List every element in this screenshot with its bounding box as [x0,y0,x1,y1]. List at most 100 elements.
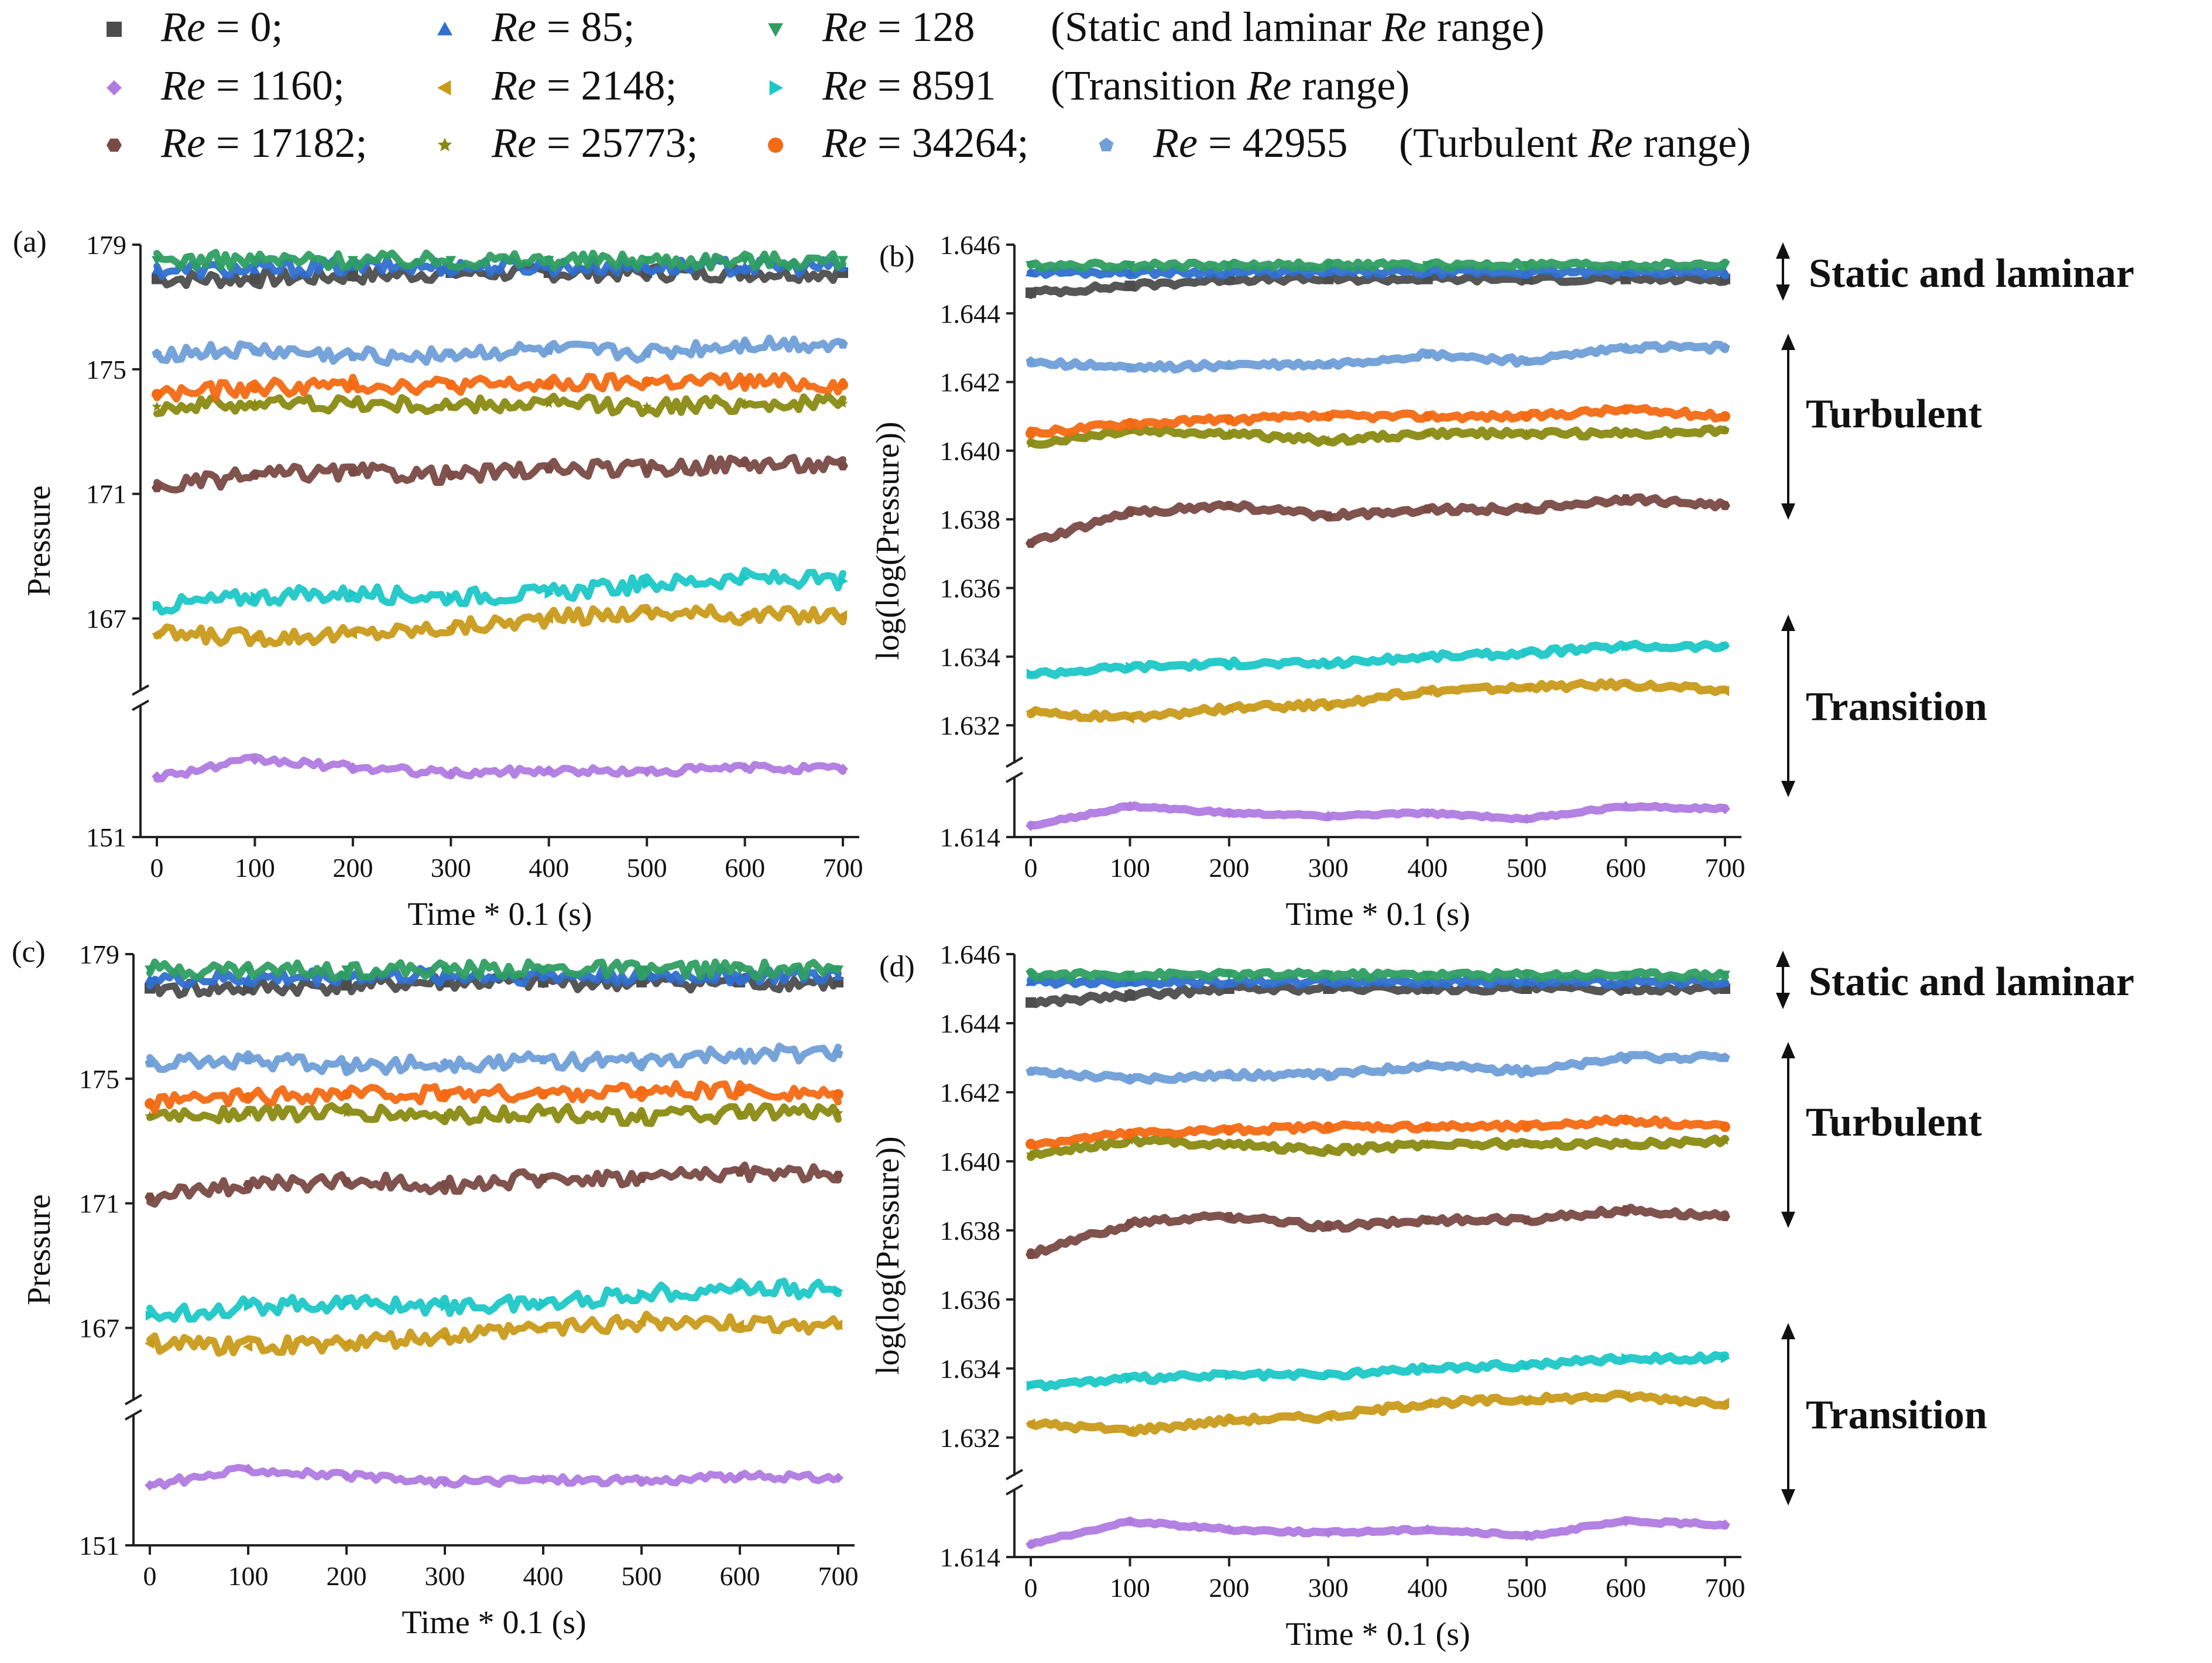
series-band [153,334,846,367]
data-point [636,1475,647,1486]
legend-marker [437,22,452,36]
data-point [1620,1205,1631,1215]
data-point [1422,1215,1433,1225]
chart-panel: 0 100 200 300 400 500 600 700 Time * 0.1 (s) 1.61… [870,230,1745,932]
data-point [1224,359,1234,369]
data-point [1026,997,1036,1008]
data-point [1720,342,1730,352]
data-point [1422,971,1433,980]
series-band [146,1080,842,1115]
series-band [1027,975,1729,989]
data-point [1026,438,1036,448]
legend-marker [1099,138,1114,152]
data-point [1124,266,1136,277]
data-point [1422,1121,1433,1132]
data-series [1026,1515,1730,1549]
arrow-head-down [1781,1212,1795,1228]
data-point [636,965,647,975]
y-tick-label: 1.636 [940,573,1001,603]
data-point [348,588,358,599]
data-point [1620,1516,1631,1527]
data-point [1621,428,1631,438]
data-point [440,965,450,975]
data-point [243,965,253,975]
data-point [445,348,456,358]
data-series [152,454,848,493]
legend-note-text: range) [1426,4,1545,50]
data-point [838,575,848,587]
data-point [1720,971,1730,980]
data-point [1422,1059,1433,1069]
x-tick-label: 0 [1024,1573,1038,1603]
data-point [1323,411,1334,422]
x-axis-label: Time * 0.1 (s) [1285,896,1470,932]
data-series [1026,265,1730,280]
data-series [152,392,848,418]
data-point [1521,1215,1532,1225]
data-point [1124,990,1136,1001]
data-point [1422,266,1433,277]
data-point [1422,349,1433,359]
chart-panel: 0 100 200 300 400 500 600 700 Time * 0.1 (s) 1.61… [870,939,1745,1652]
data-point [445,401,456,411]
data-point [440,1089,450,1100]
data-point [1720,1519,1730,1530]
data-point [243,973,253,983]
data-point [1323,260,1334,271]
data-point [249,382,260,393]
data-point [1720,260,1730,271]
data-point [243,1463,253,1475]
y-tick-label: 1.644 [940,299,1001,328]
y-tick-label: 1.646 [940,230,1001,260]
data-point [445,379,457,390]
y-tick-label: 151 [86,822,126,852]
data-point [1323,435,1333,445]
x-tick-label: 100 [1110,1573,1150,1603]
data-point [1124,1425,1134,1436]
legend-entry: Re = 1160; [107,62,345,109]
data-point [348,351,358,361]
y-tick-label: 1.646 [940,939,1001,969]
data-point [152,348,162,358]
data-series [1026,981,1730,1009]
data-point [251,591,260,602]
data-point [1026,539,1036,548]
data-point [347,467,358,477]
data-series [1026,801,1730,831]
data-point [543,613,553,624]
data-point [152,629,162,640]
data-point [543,379,554,390]
legend-entry: Re = 42955 [1099,119,1348,166]
data-point [636,1110,647,1120]
legend-note-text: (Transition [1051,62,1247,109]
turbulent-range-arrow [1781,1042,1795,1228]
data-point [145,1110,155,1120]
x-tick-label: 700 [1705,853,1745,883]
series-band [1027,1515,1729,1549]
series-band [1027,1114,1729,1150]
legend-note-text: (Turbulent [1399,119,1588,166]
series-band [146,1102,842,1127]
data-point [833,1048,843,1058]
data-point [1720,1212,1730,1222]
data-point [342,1298,352,1308]
legend-re-symbol: Re [822,119,867,166]
data-series [152,753,848,783]
y-tick-label: 1.644 [940,1009,1001,1038]
data-point [739,376,750,388]
y-tick-label: 1.632 [940,1423,1001,1453]
data-point [348,398,358,408]
data-point [1522,647,1532,659]
data-point [152,483,162,492]
data-point [838,398,848,408]
data-point [1720,1135,1730,1145]
legend-entry: Re = 25773; [437,119,698,166]
data-point [1126,661,1136,673]
legend-re-symbol: Re [822,4,867,50]
legend-label: Re = 42955 [1153,119,1348,166]
legend-re-symbol: Re [822,62,867,109]
series-band [1027,340,1729,374]
series-band [1027,801,1729,829]
data-point [440,1058,450,1068]
